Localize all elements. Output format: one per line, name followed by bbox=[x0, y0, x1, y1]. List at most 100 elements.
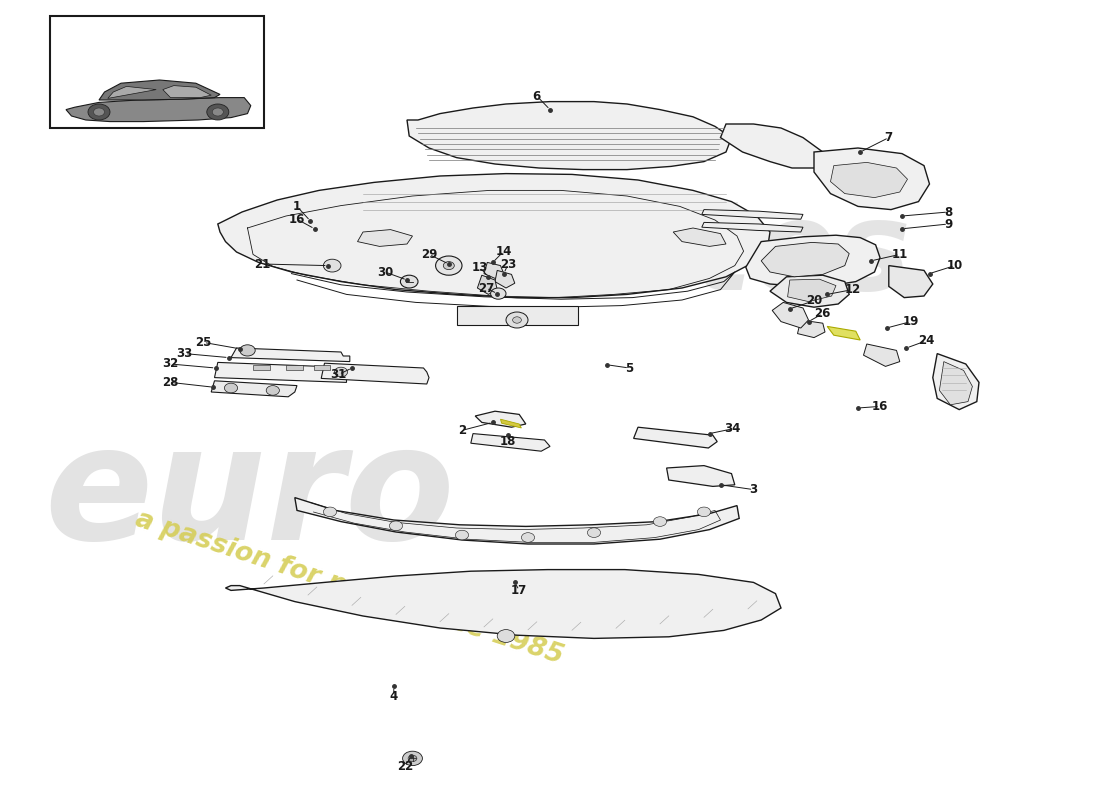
Text: 12: 12 bbox=[845, 283, 860, 296]
Polygon shape bbox=[702, 210, 803, 219]
Text: 18: 18 bbox=[500, 435, 516, 448]
Text: a passion for parts since 1985: a passion for parts since 1985 bbox=[132, 506, 566, 670]
Text: 8: 8 bbox=[944, 206, 953, 218]
Circle shape bbox=[94, 108, 104, 116]
Text: 7: 7 bbox=[884, 131, 893, 144]
Polygon shape bbox=[99, 80, 220, 100]
Polygon shape bbox=[814, 148, 930, 210]
Polygon shape bbox=[163, 86, 211, 98]
Text: 2: 2 bbox=[458, 424, 466, 437]
Text: 13: 13 bbox=[472, 261, 487, 274]
Text: 4: 4 bbox=[389, 690, 398, 702]
Polygon shape bbox=[500, 419, 521, 428]
Polygon shape bbox=[321, 363, 429, 384]
Text: 21: 21 bbox=[254, 258, 270, 270]
Polygon shape bbox=[939, 362, 972, 405]
Polygon shape bbox=[933, 354, 979, 410]
Polygon shape bbox=[673, 228, 726, 246]
Circle shape bbox=[323, 507, 337, 517]
Circle shape bbox=[587, 528, 601, 538]
Circle shape bbox=[207, 104, 229, 120]
Polygon shape bbox=[477, 275, 497, 294]
Circle shape bbox=[334, 367, 348, 377]
Polygon shape bbox=[226, 570, 781, 638]
Circle shape bbox=[389, 521, 403, 530]
Polygon shape bbox=[471, 434, 550, 451]
Text: 23: 23 bbox=[500, 258, 516, 270]
Circle shape bbox=[513, 317, 521, 323]
Circle shape bbox=[408, 755, 417, 762]
Text: 30: 30 bbox=[377, 266, 393, 278]
Polygon shape bbox=[827, 326, 860, 340]
Polygon shape bbox=[407, 102, 732, 170]
Circle shape bbox=[506, 312, 528, 328]
Polygon shape bbox=[864, 344, 900, 366]
Polygon shape bbox=[889, 266, 933, 298]
Polygon shape bbox=[830, 162, 908, 198]
Text: 24: 24 bbox=[918, 334, 934, 347]
Circle shape bbox=[403, 751, 422, 766]
Polygon shape bbox=[475, 411, 526, 427]
Polygon shape bbox=[634, 427, 717, 448]
Circle shape bbox=[323, 259, 341, 272]
Text: 34: 34 bbox=[725, 422, 740, 435]
Text: 11: 11 bbox=[892, 248, 907, 261]
Text: 9: 9 bbox=[944, 218, 953, 230]
Polygon shape bbox=[798, 320, 825, 338]
Circle shape bbox=[497, 630, 515, 642]
Circle shape bbox=[521, 533, 535, 542]
Polygon shape bbox=[761, 242, 849, 277]
Bar bbox=[50, 16, 264, 128]
Circle shape bbox=[697, 507, 711, 517]
Polygon shape bbox=[214, 362, 346, 382]
Text: 16: 16 bbox=[872, 400, 888, 413]
Text: 32: 32 bbox=[163, 358, 178, 370]
Polygon shape bbox=[231, 348, 350, 362]
Polygon shape bbox=[495, 270, 515, 288]
Polygon shape bbox=[770, 275, 849, 307]
Text: 3: 3 bbox=[749, 483, 758, 496]
Polygon shape bbox=[211, 381, 297, 397]
Polygon shape bbox=[66, 98, 251, 122]
Text: 25: 25 bbox=[196, 336, 211, 349]
Text: euro: euro bbox=[44, 418, 454, 574]
Polygon shape bbox=[720, 124, 825, 168]
Text: 14: 14 bbox=[496, 245, 512, 258]
Polygon shape bbox=[295, 498, 739, 544]
Text: 5: 5 bbox=[625, 362, 634, 374]
Text: 17: 17 bbox=[512, 584, 527, 597]
Polygon shape bbox=[286, 365, 302, 370]
Text: 29: 29 bbox=[421, 248, 437, 261]
Polygon shape bbox=[358, 230, 412, 246]
Circle shape bbox=[88, 104, 110, 120]
Text: 6: 6 bbox=[532, 90, 541, 102]
Circle shape bbox=[455, 530, 469, 540]
Circle shape bbox=[224, 383, 238, 393]
Polygon shape bbox=[746, 235, 880, 286]
Text: 33: 33 bbox=[177, 347, 192, 360]
Text: 10: 10 bbox=[947, 259, 962, 272]
Text: 22: 22 bbox=[397, 760, 412, 773]
Circle shape bbox=[212, 108, 223, 116]
Polygon shape bbox=[456, 306, 578, 325]
Polygon shape bbox=[314, 365, 330, 370]
Circle shape bbox=[266, 386, 279, 395]
Text: 19: 19 bbox=[903, 315, 918, 328]
Text: 28: 28 bbox=[163, 376, 178, 389]
Polygon shape bbox=[788, 279, 836, 302]
Polygon shape bbox=[218, 174, 770, 298]
Circle shape bbox=[436, 256, 462, 275]
Text: tes: tes bbox=[693, 195, 912, 317]
Polygon shape bbox=[108, 86, 156, 98]
Text: 27: 27 bbox=[478, 282, 494, 294]
Text: 26: 26 bbox=[815, 307, 830, 320]
Polygon shape bbox=[253, 365, 270, 370]
Polygon shape bbox=[702, 222, 803, 232]
Text: 16: 16 bbox=[289, 213, 305, 226]
Circle shape bbox=[491, 288, 506, 299]
Text: 31: 31 bbox=[331, 368, 346, 381]
Polygon shape bbox=[667, 466, 735, 486]
Circle shape bbox=[653, 517, 667, 526]
Circle shape bbox=[443, 262, 454, 270]
Polygon shape bbox=[772, 302, 808, 328]
